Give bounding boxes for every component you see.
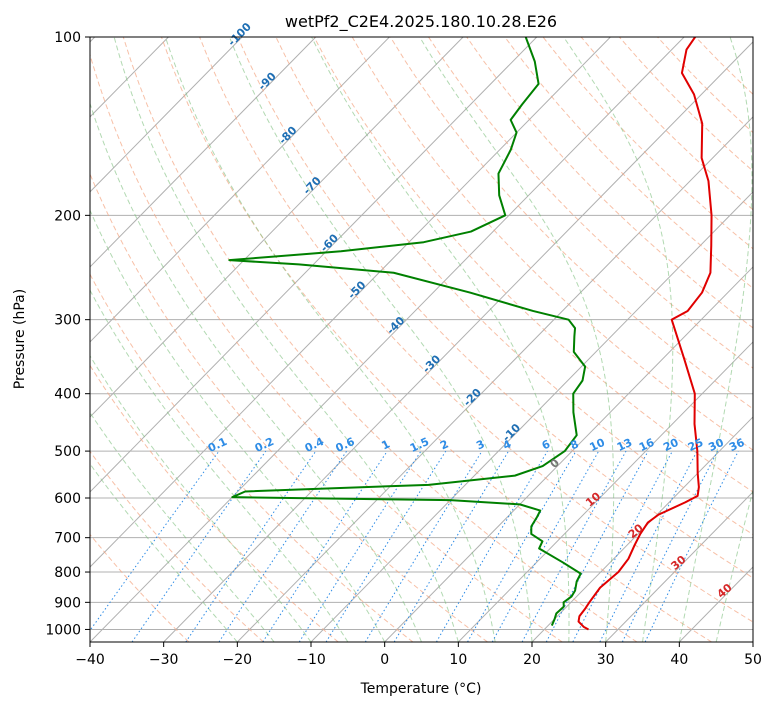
dry-adiabat-line	[90, 533, 190, 642]
dry-adiabat-line	[275, 37, 753, 536]
chart-title: wetPf2_C2E4.2025.180.10.28.E26	[285, 12, 557, 32]
y-tick-label: 100	[54, 30, 81, 46]
isotherm-line	[90, 37, 611, 568]
isotherm-line	[90, 37, 390, 343]
moist-adiabat-line	[678, 37, 753, 642]
x-tick-label: −30	[149, 652, 179, 668]
x-tick-label: 30	[597, 652, 615, 668]
dewpoint-profile-line	[228, 37, 587, 626]
isotherm-line	[310, 191, 753, 642]
isotherm-line	[236, 116, 753, 642]
moist-adiabat-line	[90, 209, 386, 642]
x-tick-label: 10	[449, 652, 467, 668]
mixing-ratio-label: 16	[637, 436, 657, 454]
moist-adiabat-line	[90, 354, 312, 642]
dry-adiabat-line	[90, 273, 414, 642]
isotherm-line	[90, 37, 464, 418]
mixing-ratio-line	[545, 450, 649, 642]
dry-adiabat-line	[389, 37, 753, 410]
isotherm-line	[90, 37, 317, 268]
moist-adiabat-line	[113, 37, 459, 642]
moist-adiabat-line	[90, 101, 422, 642]
y-tick-label: 200	[54, 208, 81, 224]
mixing-ratio-label: 20	[661, 436, 681, 454]
y-tick-label: 300	[54, 313, 81, 329]
y-tick-label: 400	[54, 387, 81, 403]
mixing-ratio-line	[364, 450, 483, 642]
x-tick-label: −40	[75, 652, 105, 668]
x-tick-label: 50	[744, 652, 762, 668]
dry-adiabat-line	[122, 37, 638, 642]
mixing-ratio-line	[599, 450, 698, 642]
y-tick-label: 1000	[45, 622, 81, 638]
dry-adiabat-line	[90, 364, 339, 642]
mixing-ratio-label: 10	[588, 436, 608, 454]
y-tick-label: 800	[54, 565, 81, 581]
mixing-ratio-line	[218, 450, 348, 642]
dry-adiabat-line	[160, 37, 712, 642]
mixing-ratio-line	[491, 450, 600, 642]
moist-adiabat-line	[90, 411, 275, 642]
mixing-ratio-label: 36	[727, 436, 747, 454]
isotherm-line	[384, 266, 753, 642]
y-axis: 1000 900 800 700 600 500 400 300 200 100	[45, 30, 90, 638]
dry-adiabat-line	[504, 37, 753, 289]
moist-adiabat-line	[90, 289, 349, 642]
moist-adiabat-line	[164, 37, 496, 642]
x-axis: −40 −30 −20 −10 0 10 20 30 40 50	[75, 642, 762, 668]
y-axis-title: Pressure (hPa)	[12, 289, 28, 389]
moist-adiabat-line	[90, 463, 238, 642]
moist-adiabat-line	[311, 37, 570, 642]
moist-adiabat-line	[419, 37, 615, 642]
isotherm-line	[605, 491, 753, 642]
plot-frame	[89, 36, 754, 643]
temperature-profile-line	[577, 37, 713, 631]
mixing-ratio-line	[131, 450, 267, 642]
moist-adiabat-line	[563, 37, 674, 642]
dry-adiabat-line	[237, 37, 753, 579]
x-tick-label: −10	[296, 652, 326, 668]
mixing-ratio-label: 13	[615, 436, 634, 454]
background-lines	[90, 37, 753, 642]
moist-adiabat-line	[715, 488, 753, 642]
dry-adiabat-line	[313, 37, 753, 493]
mixing-ratio-line	[467, 450, 577, 642]
x-tick-label: −20	[223, 652, 253, 668]
mixing-ratio-line	[298, 450, 422, 642]
y-tick-label: 500	[54, 444, 81, 460]
x-tick-label: 20	[523, 652, 541, 668]
mixing-ratio-line	[185, 450, 317, 642]
x-axis-title: Temperature (°C)	[360, 681, 482, 697]
isotherm-line	[531, 416, 753, 642]
mixing-ratio-label: 30	[706, 436, 726, 454]
mixing-ratio-line	[621, 450, 719, 642]
dry-adiabat-line	[466, 37, 753, 329]
x-tick-label: 0	[380, 652, 389, 668]
y-tick-label: 900	[54, 595, 81, 611]
mixing-ratio-label: 25	[686, 436, 705, 454]
y-tick-label: 600	[54, 491, 81, 507]
isotherm-line	[457, 341, 753, 642]
sounding-lines	[228, 37, 713, 631]
y-tick-label: 700	[54, 531, 81, 547]
mixing-ratio-line	[262, 450, 388, 642]
isotherm-line	[163, 41, 753, 642]
moist-adiabat-line	[228, 37, 533, 642]
dry-adiabat-line	[199, 37, 753, 623]
isotherm-line	[90, 37, 243, 193]
isotherm-line	[90, 37, 538, 493]
mixing-ratio-line	[90, 450, 220, 632]
x-tick-label: 40	[670, 652, 688, 668]
